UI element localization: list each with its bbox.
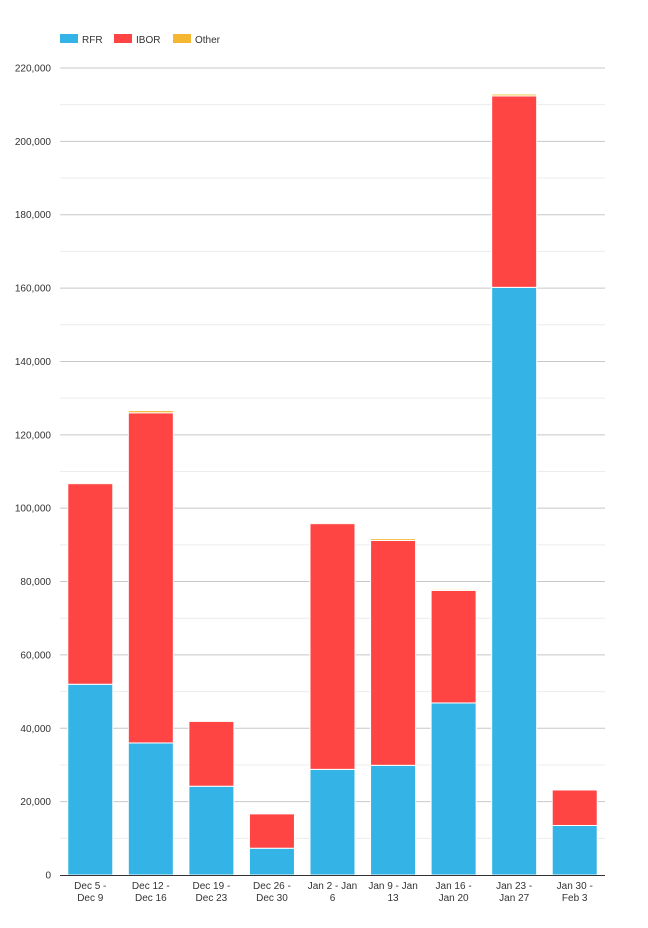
x-tick-label-line: Dec 5 - [74, 881, 106, 892]
x-tick-label-line: Jan 9 - Jan [368, 881, 417, 892]
legend-swatch-ibor [114, 34, 132, 43]
x-tick-label: Dec 26 -Dec 30 [253, 881, 291, 904]
bar-ibor [309, 523, 356, 770]
bar-rfr [248, 847, 295, 876]
y-axis: 0 20,000 40,000 60,000 80,000 100,000 120,000 1… [15, 64, 52, 882]
x-tick-label-line: 13 [387, 893, 399, 904]
x-tick-label-line: Dec 12 - [132, 881, 170, 892]
bar-other [188, 720, 235, 722]
x-tick-label: Jan 2 - Jan 6 [308, 881, 357, 904]
x-tick-label-line: Jan 16 - [436, 881, 472, 892]
y-tick-label: 220,000 [15, 64, 52, 75]
legend: RFR IBOR Other [60, 34, 221, 46]
bars [67, 93, 598, 876]
x-tick-label: Dec 19 -Dec 23 [192, 881, 230, 904]
x-tick-label: Jan 23 -Jan 27 [496, 881, 532, 904]
y-tick-label: 20,000 [20, 797, 51, 808]
bar-other [491, 93, 538, 97]
legend-swatch-rfr [60, 34, 78, 43]
bar-ibor [248, 813, 295, 849]
x-tick-label-line: Jan 2 - Jan [308, 881, 357, 892]
bar-rfr [430, 702, 477, 876]
bar-other [551, 788, 598, 791]
y-tick-label: 80,000 [20, 577, 51, 588]
legend-label-ibor: IBOR [136, 35, 160, 46]
bar-ibor [430, 589, 477, 704]
bar-ibor [551, 789, 598, 826]
legend-swatch-other [173, 34, 191, 43]
legend-label-other: Other [195, 35, 221, 46]
x-tick-label-line: 6 [330, 893, 336, 904]
y-tick-label: 100,000 [15, 504, 52, 515]
x-tick-label-line: Jan 20 [439, 893, 469, 904]
bar-ibor [491, 95, 538, 288]
x-axis: Dec 5 -Dec 9 Dec 12 -Dec 16 Dec 19 -Dec 23… [60, 875, 605, 904]
bar-ibor [188, 720, 235, 787]
y-tick-label: 180,000 [15, 210, 52, 221]
x-tick-label-line: Dec 30 [256, 893, 288, 904]
y-tick-label: 140,000 [15, 357, 52, 368]
bar-other [430, 588, 477, 591]
bar-ibor [67, 483, 114, 685]
y-tick-label: 120,000 [15, 430, 52, 441]
y-tick-label: 200,000 [15, 137, 52, 148]
bar-rfr [309, 768, 356, 876]
y-tick-label: 40,000 [20, 724, 51, 735]
bar-other [127, 410, 174, 414]
bar-rfr [491, 286, 538, 876]
y-tick-label: 0 [45, 871, 51, 882]
x-tick-label-line: Feb 3 [562, 893, 588, 904]
x-tick-label: Jan 9 - Jan 13 [368, 881, 417, 904]
bar-rfr [370, 764, 417, 876]
x-tick-label: Jan 16 -Jan 20 [436, 881, 472, 904]
x-tick-label: Dec 5 -Dec 9 [74, 881, 106, 904]
x-tick-label-line: Jan 27 [499, 893, 529, 904]
bar-rfr [127, 742, 174, 876]
x-tick-label: Jan 30 -Feb 3 [557, 881, 593, 904]
x-tick-label-line: Dec 23 [196, 893, 228, 904]
bar-rfr [551, 824, 598, 876]
x-tick-label-line: Jan 23 - [496, 881, 532, 892]
x-tick-label-line: Dec 9 [77, 893, 104, 904]
x-tick-label-line: Dec 19 - [192, 881, 230, 892]
bar-other [370, 538, 417, 541]
legend-label-rfr: RFR [82, 35, 103, 46]
bar-ibor [127, 412, 174, 744]
bar-rfr [188, 785, 235, 876]
bar-rfr [67, 683, 114, 876]
bar-other [248, 812, 295, 815]
bar-other [309, 521, 356, 525]
x-tick-label-line: Dec 16 [135, 893, 167, 904]
x-tick-label: Dec 12 -Dec 16 [132, 881, 170, 904]
bar-ibor [370, 539, 417, 766]
bar-other [67, 482, 114, 485]
y-tick-label: 160,000 [15, 284, 52, 295]
y-tick-label: 60,000 [20, 650, 51, 661]
x-tick-label-line: Dec 26 - [253, 881, 291, 892]
x-tick-label-line: Jan 30 - [557, 881, 593, 892]
